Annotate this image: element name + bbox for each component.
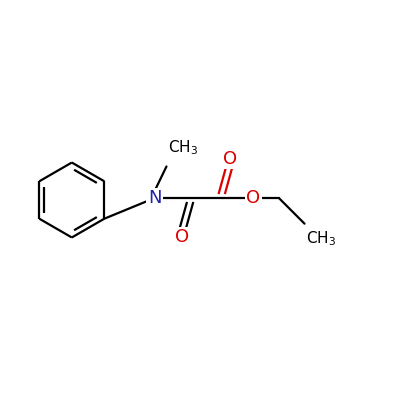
Text: O: O [222,150,237,168]
Text: CH$_3$: CH$_3$ [168,138,198,157]
Text: N: N [148,189,161,207]
Text: O: O [175,228,189,246]
Text: CH$_3$: CH$_3$ [306,230,336,248]
Text: O: O [246,189,260,207]
